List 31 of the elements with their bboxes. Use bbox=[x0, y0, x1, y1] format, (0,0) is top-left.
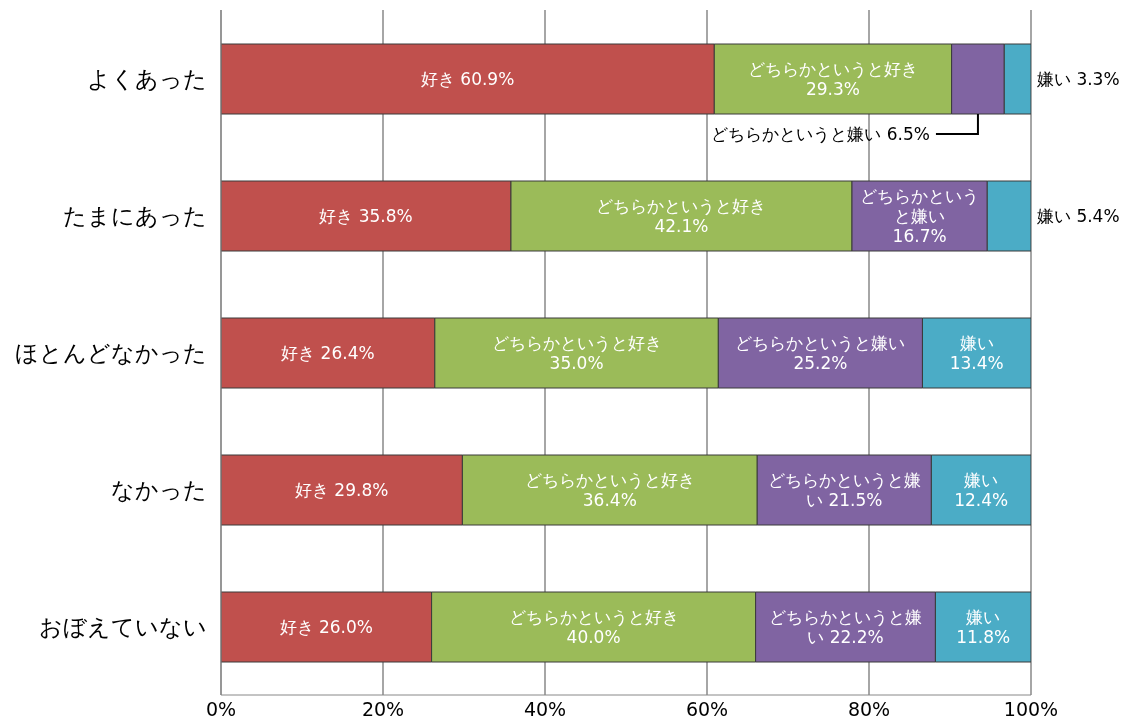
data-label: どちらかというと嫌い 25.2% bbox=[735, 332, 906, 374]
x-tick-label: 80% bbox=[847, 698, 891, 721]
data-label: 嫌い 11.8% bbox=[956, 606, 1011, 648]
data-label: どちらかというと好き 40.0% bbox=[508, 606, 679, 648]
y-tick-label: ほとんどなかった bbox=[15, 339, 207, 366]
x-tick-label: 0% bbox=[205, 698, 237, 721]
data-label: どちらかというと好き 35.0% bbox=[491, 332, 662, 374]
data-label: 嫌い 12.4% bbox=[954, 469, 1009, 511]
data-label: どちらかというと嫌い 21.5% bbox=[767, 469, 921, 511]
data-label: どちらかというと好き 29.3% bbox=[747, 58, 918, 100]
data-label: 好き 35.8% bbox=[319, 206, 413, 226]
y-tick-label: おぼえていない bbox=[39, 613, 207, 640]
data-label: どちらかというと嫌い 16.7% bbox=[860, 185, 980, 247]
data-label: 好き 26.0% bbox=[279, 617, 374, 637]
y-tick-label: なかった bbox=[111, 476, 207, 503]
data-label: どちらかというと好き 36.4% bbox=[524, 469, 695, 511]
x-tick-label: 60% bbox=[685, 698, 729, 721]
y-tick-label: よくあった bbox=[87, 65, 207, 92]
data-label: どちらかというと嫌い 6.5% bbox=[711, 124, 930, 144]
x-tick-label: 40% bbox=[523, 698, 567, 721]
x-tick-label: 100% bbox=[1003, 698, 1059, 721]
data-label: 好き 26.4% bbox=[281, 343, 375, 363]
data-label: 嫌い 3.3% bbox=[1037, 69, 1120, 89]
data-label: 好き 29.8% bbox=[294, 480, 389, 500]
data-label: どちらかというと好き 42.1% bbox=[596, 195, 767, 237]
x-tick-label: 20% bbox=[361, 698, 405, 721]
y-tick-label: たまにあった bbox=[63, 202, 207, 229]
data-label: 好き 60.9% bbox=[420, 69, 515, 89]
data-label: 嫌い 5.4% bbox=[1037, 206, 1120, 226]
data-label: 嫌い 13.4% bbox=[949, 332, 1004, 374]
data-label: どちらかというと嫌い 22.2% bbox=[769, 606, 923, 648]
